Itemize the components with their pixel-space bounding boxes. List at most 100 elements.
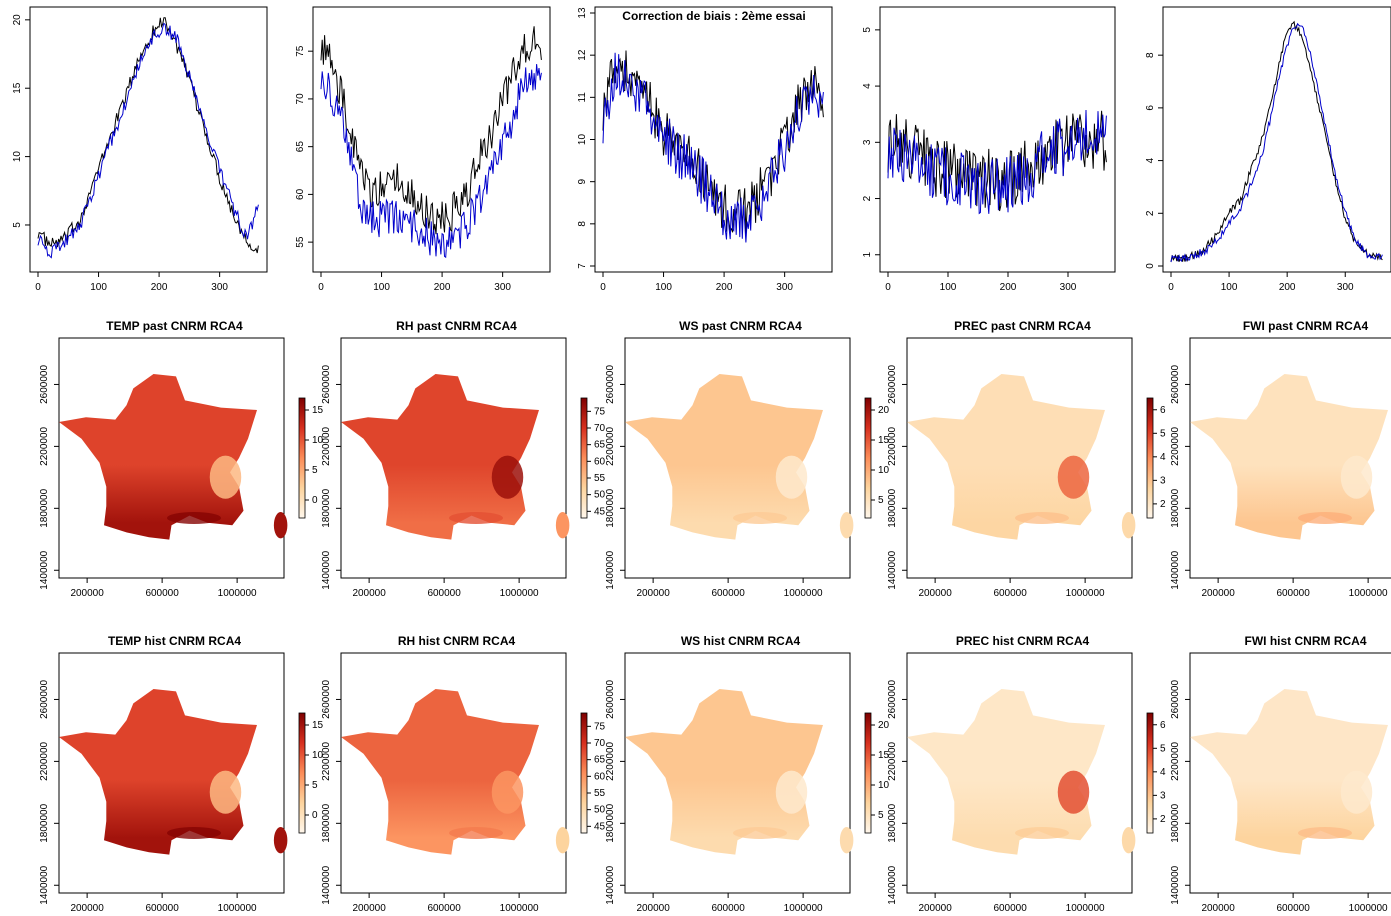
y-tick-label: 1800000 [1170,488,1181,527]
legend-bar [580,397,588,519]
legend-tick-label: 5 [1160,428,1166,439]
map-temp-hist: TEMP hist CNRM RCA4 200000 600000 1000000 14… [39,634,324,914]
y-tick-label: 75 [295,45,306,57]
series-line-black [602,50,824,235]
x-tick-label: 200 [1000,282,1017,293]
y-tick-label: 5 [862,27,873,33]
x-tick-label: 200 [1279,282,1296,293]
y-tick-label: 60 [295,188,306,200]
alps-region [1057,455,1090,499]
x-tick-label: 1000000 [1066,588,1105,599]
x-tick-label: 100 [373,282,390,293]
map-frame [624,337,851,579]
y-tick-label: 70 [295,93,306,105]
map-frame [340,337,567,579]
y-tick-label: 2200000 [321,741,332,780]
y-tick-label: 1800000 [39,488,50,527]
y-tick-label: 10 [12,151,23,163]
y-tick-label: 2200000 [887,741,898,780]
x-tick-label: 200000 [918,588,952,599]
x-tick-label: 1000000 [1349,903,1388,914]
x-tick-label: 200 [716,282,733,293]
y-tick-label: 2200000 [39,741,50,780]
y-tick-label: 2200000 [321,426,332,465]
y-tick-label: 2600000 [605,365,616,404]
coast-region [1015,512,1069,524]
y-tick-label: 2200000 [605,426,616,465]
x-tick-label: 1000000 [218,903,257,914]
x-tick-label: 600000 [1276,903,1310,914]
coast-region [449,827,503,839]
coast-region [449,512,503,524]
legend-tick-label: 5 [312,780,318,791]
x-tick-label: 600000 [145,588,179,599]
alps-region [1057,770,1090,814]
x-tick-label: 100 [655,282,672,293]
x-tick-label: 1000000 [218,588,257,599]
alps-region [775,455,808,499]
legend-tick-label: 5 [878,495,884,506]
x-tick-label: 600000 [427,903,461,914]
x-tick-label: 1000000 [1066,903,1105,914]
legend-tick-label: 3 [1160,475,1166,486]
y-tick-label: 4 [862,83,873,89]
alps-region [1340,770,1373,814]
y-tick-label: 1 [862,252,873,258]
map-prec-hist: PREC hist CNRM RCA4 200000 600000 1000000 14… [887,634,1166,914]
x-tick-label: 200000 [1201,588,1235,599]
y-tick-label: 1400000 [605,550,616,589]
y-tick-label: 55 [295,236,306,248]
legend-tick-label: 4 [1160,452,1166,463]
corsica-shape [839,827,854,854]
y-tick-label: 1800000 [605,803,616,842]
series-line-blue [602,52,824,243]
legend-tick-label: 10 [878,465,890,476]
alps-region [775,770,808,814]
y-tick-label: 2600000 [39,365,50,404]
plot-frame [312,6,551,273]
y-tick-label: 1400000 [39,865,50,904]
y-tick-label: 1400000 [39,550,50,589]
y-tick-label: 1800000 [321,488,332,527]
series-line-black [320,26,542,235]
x-tick-label: 200 [151,282,168,293]
legend-tick-label: 70 [594,423,606,434]
corsica-shape [1121,827,1136,854]
france-shape [341,374,539,540]
coast-region [167,827,221,839]
plot-frame [594,6,833,273]
x-tick-label: 200000 [1201,903,1235,914]
legend-tick-label: 55 [594,788,606,799]
y-tick-label: 1400000 [605,865,616,904]
legend-bar [298,712,306,834]
map-fwi-past: FWI past CNRM RCA4 200000 600000 1000000 140… [1170,319,1391,599]
y-tick-label: 1800000 [605,488,616,527]
x-tick-label: 300 [211,282,228,293]
map-frame [1189,652,1391,894]
map-temp-past: TEMP past CNRM RCA4 200000 600000 1000000 14… [39,319,324,599]
x-tick-label: 600000 [993,903,1027,914]
map-frame [624,652,851,894]
x-tick-label: 600000 [711,903,745,914]
y-tick-label: 8 [577,221,588,227]
series-line-blue [320,64,542,259]
map-ws-past: WS past CNRM RCA4 200000 600000 1000000 1400… [605,319,890,599]
coast-region [733,512,787,524]
legend-tick-label: 55 [594,473,606,484]
map-fwi-hist: FWI hist CNRM RCA4 200000 600000 1000000 140… [1170,634,1391,914]
legend-tick-label: 20 [878,720,890,731]
legend-tick-label: 50 [594,490,606,501]
map-ws-hist: WS hist CNRM RCA4 200000 600000 1000000 1400… [605,634,890,914]
y-tick-label: 1400000 [1170,865,1181,904]
france-shape [59,689,257,855]
france-shape [59,374,257,540]
legend-tick-label: 15 [312,720,324,731]
y-tick-label: 1400000 [887,865,898,904]
y-tick-label: 1400000 [321,865,332,904]
legend-tick-label: 45 [594,821,606,832]
x-tick-label: 200000 [352,588,386,599]
legend-tick-label: 60 [594,771,606,782]
legend-bar [864,397,872,519]
legend-bar [298,397,306,519]
